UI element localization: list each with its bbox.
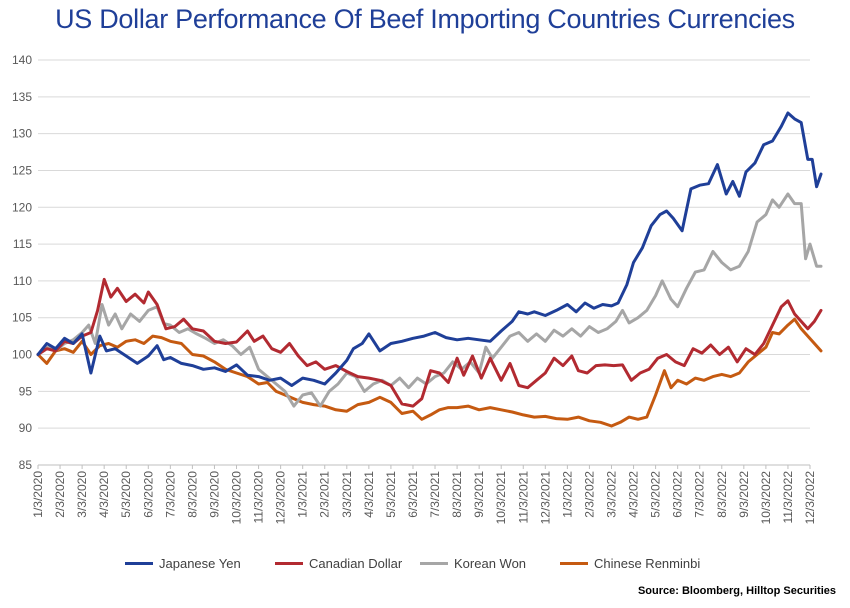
x-tick-label: 10/3/2020 <box>230 471 244 525</box>
x-tick-label: 8/3/2022 <box>715 471 729 518</box>
x-tick-label: 7/3/2021 <box>428 471 442 518</box>
series-lines <box>36 111 823 428</box>
legend-label: Canadian Dollar <box>309 555 403 571</box>
legend-swatch <box>420 561 448 565</box>
legend-item: Japanese Yen <box>125 553 241 573</box>
x-tick-label: 8/3/2021 <box>450 471 464 518</box>
y-tick-label: 135 <box>12 90 32 104</box>
legend: Japanese Yen Canadian Dollar Korean Won Chi… <box>0 553 850 573</box>
x-tick-label: 1/3/2020 <box>31 471 45 518</box>
x-tick-label: 6/3/2020 <box>141 471 155 518</box>
y-tick-label: 85 <box>19 458 33 472</box>
y-tick-label: 105 <box>12 311 32 325</box>
x-tick-label: 12/3/2020 <box>274 471 288 525</box>
legend-label: Korean Won <box>454 555 527 571</box>
legend-label: Japanese Yen <box>159 555 241 571</box>
x-tick-label: 9/3/2020 <box>207 471 221 518</box>
x-tick-label: 10/3/2021 <box>494 471 508 525</box>
x-tick-label: 2/3/2022 <box>582 471 596 518</box>
x-tick-label: 10/3/2022 <box>759 471 773 525</box>
legend-swatch <box>275 561 303 565</box>
x-tick-label: 5/3/2020 <box>119 471 133 518</box>
x-tick-label: 3/3/2020 <box>75 471 89 518</box>
x-tick-label: 11/3/2021 <box>516 471 530 524</box>
x-tick-label: 1/3/2021 <box>296 471 310 518</box>
x-axis: 1/3/2020 2/3/2020 3/3/2020 4/3/2020 5/3/2020… <box>31 464 817 525</box>
y-tick-label: 115 <box>13 237 32 251</box>
y-tick-label: 125 <box>12 163 32 177</box>
y-tick-label: 90 <box>19 421 33 435</box>
x-tick-label: 7/3/2022 <box>693 471 707 518</box>
x-tick-label: 5/3/2021 <box>384 471 398 518</box>
x-tick-label: 12/3/2022 <box>803 471 817 525</box>
y-tick-label: 95 <box>19 384 33 398</box>
y-tick-label: 130 <box>12 127 32 141</box>
x-tick-label: 8/3/2020 <box>185 471 199 518</box>
y-tick-label: 140 <box>12 53 32 67</box>
y-tick-label: 120 <box>12 200 32 214</box>
x-tick-label: 3/3/2021 <box>340 471 354 518</box>
x-tick-label: 6/3/2022 <box>671 471 685 518</box>
x-tick-label: 11/3/2020 <box>252 471 266 524</box>
x-tick-label: 12/3/2021 <box>538 471 552 525</box>
x-tick-label: 5/3/2022 <box>649 471 663 518</box>
x-tick-label: 3/3/2022 <box>604 471 618 518</box>
series-line-chinese-renminbi <box>36 317 823 428</box>
x-tick-label: 2/3/2021 <box>318 471 332 518</box>
x-tick-label: 1/3/2022 <box>560 471 574 518</box>
x-tick-label: 7/3/2020 <box>163 471 177 518</box>
x-tick-label: 2/3/2020 <box>53 471 67 518</box>
gridlines <box>38 59 810 466</box>
legend-item: Chinese Renminbi <box>560 553 700 573</box>
x-tick-label: 11/3/2022 <box>781 471 795 524</box>
x-tick-label: 4/3/2022 <box>627 471 641 518</box>
x-tick-label: 6/3/2021 <box>406 471 420 518</box>
legend-swatch <box>560 561 588 565</box>
chart-title: US Dollar Performance Of Beef Importing … <box>55 4 795 34</box>
y-axis: 85 90 95 100 105 110 115 120 125 130 135 140 <box>12 53 32 472</box>
series-line-canadian-dollar <box>36 277 823 408</box>
legend-swatch <box>125 561 153 565</box>
x-tick-label: 4/3/2021 <box>362 471 376 518</box>
legend-label: Chinese Renminbi <box>594 555 701 571</box>
y-tick-label: 110 <box>13 274 32 288</box>
legend-item: Korean Won <box>420 553 526 573</box>
x-tick-label: 9/3/2022 <box>737 471 751 518</box>
source-note: Source: Bloomberg, Hilltop Securities <box>637 585 836 597</box>
x-tick-label: 4/3/2020 <box>97 471 111 518</box>
legend-item: Canadian Dollar <box>275 553 402 573</box>
y-tick-label: 100 <box>12 348 32 362</box>
x-tick-label: 9/3/2021 <box>472 471 486 518</box>
series-line-japanese-yen <box>36 111 823 387</box>
